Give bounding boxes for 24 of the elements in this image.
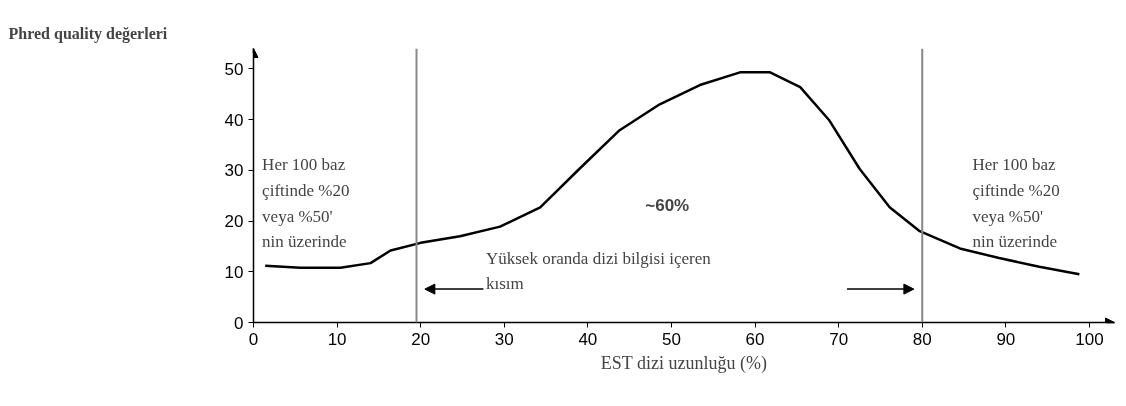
annotation: Her 100 baz çiftinde %20 veya %50' nin üzerinde	[262, 155, 350, 252]
x-tick-label: 70	[829, 329, 849, 349]
annotation: Her 100 baz çiftinde %20 veya %50' nin üzerinde	[972, 155, 1060, 252]
line-series	[263, 71, 1081, 276]
x-axis-title: EST dizi uzunluğu (%)	[600, 352, 767, 374]
y-tick-label: 0	[234, 313, 244, 333]
x-tick-label: 100	[1075, 329, 1104, 349]
y-tick-label: 50	[224, 59, 244, 79]
x-tick-label: 20	[411, 329, 431, 349]
annotation: ~60%	[645, 196, 690, 216]
y-tick-label: 20	[224, 212, 244, 232]
x-tick-label: 80	[912, 329, 932, 349]
y-tick-label: 30	[224, 161, 244, 181]
x-tick-label: 30	[494, 329, 514, 349]
x-tick-label: 90	[996, 329, 1016, 349]
x-tick-label: 0	[248, 329, 259, 349]
y-tick-label: 10	[224, 262, 244, 282]
y-tick-label: 40	[224, 110, 244, 130]
x-tick-label: 50	[662, 329, 681, 349]
x-tick-label: 60	[745, 329, 765, 349]
x-tick-label: 10	[327, 329, 347, 349]
annotation: Yüksek oranda dizi bilgisi içeren kısım	[485, 248, 712, 294]
x-tick-label: 40	[578, 329, 598, 349]
y-axis-title: Phred quality değerleri	[8, 24, 168, 43]
